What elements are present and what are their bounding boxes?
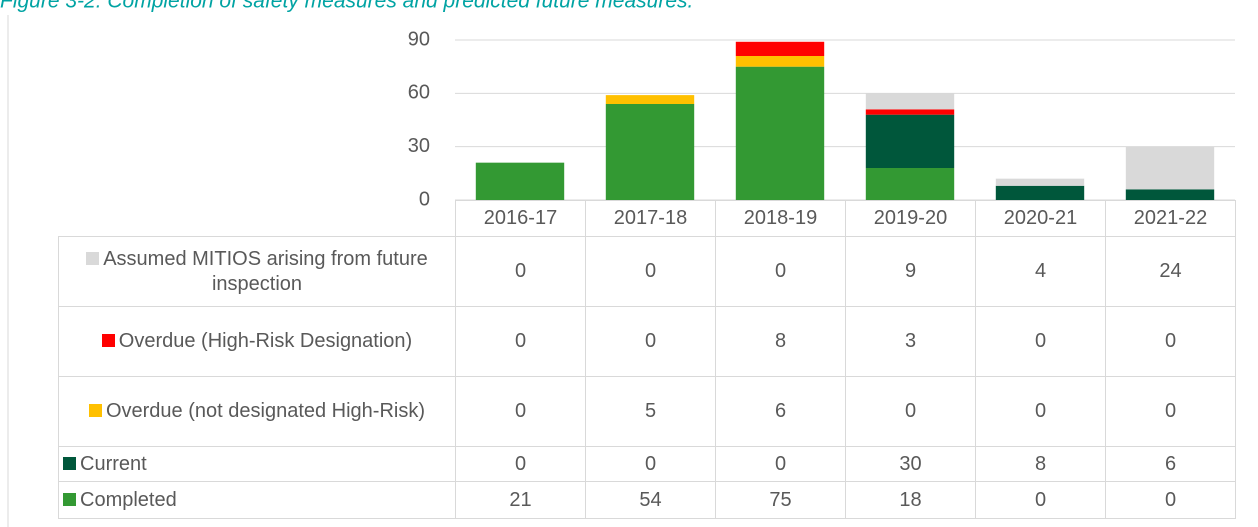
value-cell: 4 bbox=[975, 236, 1106, 307]
value-cell: 0 bbox=[715, 446, 846, 482]
value-cell: 0 bbox=[585, 446, 716, 482]
bar-segment bbox=[995, 185, 1085, 200]
value-cell: 0 bbox=[1105, 306, 1236, 377]
value-cell: 0 bbox=[845, 376, 976, 447]
y-tick-label: 30 bbox=[408, 135, 430, 157]
value-cell: 8 bbox=[715, 306, 846, 377]
value-cell: 0 bbox=[455, 236, 586, 307]
value-cell: 0 bbox=[975, 376, 1106, 447]
value-cell: 0 bbox=[585, 236, 716, 307]
category-label: 2017-18 bbox=[585, 200, 716, 237]
header-row: 2016-17 2017-18 2018-19 2019-20 2020-21 2021-… bbox=[59, 200, 1236, 237]
value-cell: 75 bbox=[715, 481, 846, 519]
value-cell: 0 bbox=[585, 306, 716, 377]
bar-segment bbox=[1125, 146, 1215, 190]
legend-cell: Current bbox=[58, 446, 456, 482]
data-row: Overdue (not designated High-Risk) 0 5 6 0 0 0 bbox=[58, 376, 1236, 447]
bar-segment bbox=[995, 178, 1085, 186]
data-row: Overdue (High-Risk Designation) 0 0 8 3 0 0 bbox=[58, 306, 1236, 377]
value-cell: 6 bbox=[1105, 446, 1236, 482]
category-label: 2019-20 bbox=[845, 200, 976, 237]
legend-label: Overdue (not designated High-Risk) bbox=[105, 400, 426, 422]
category-label: 2016-17 bbox=[455, 200, 586, 237]
bar-segment bbox=[735, 56, 825, 67]
legend-label: Assumed MITIOS arising from future inspe… bbox=[103, 247, 428, 295]
legend-cell: Overdue (not designated High-Risk) bbox=[58, 376, 456, 447]
data-row: Completed 21 54 75 18 0 0 bbox=[58, 481, 1236, 519]
bar-segment bbox=[605, 104, 695, 200]
value-cell: 3 bbox=[845, 306, 976, 377]
data-row: Current 0 0 0 30 8 6 bbox=[58, 446, 1236, 482]
category-label: 2020-21 bbox=[975, 200, 1106, 237]
y-tick-label: 0 bbox=[419, 188, 430, 210]
bar-segment bbox=[735, 41, 825, 56]
corner-cell bbox=[59, 201, 456, 237]
value-cell: 30 bbox=[845, 446, 976, 482]
value-cell: 0 bbox=[455, 376, 586, 447]
bar-segment bbox=[865, 93, 955, 110]
value-cell: 9 bbox=[845, 236, 976, 307]
legend-label: Completed bbox=[80, 488, 177, 511]
bar-segment bbox=[865, 109, 955, 115]
value-cell: 6 bbox=[715, 376, 846, 447]
value-cell: 18 bbox=[845, 481, 976, 519]
chart-title: Figure 3-2: Completion of safety measure… bbox=[0, 0, 693, 13]
bar-segment bbox=[865, 114, 955, 168]
value-cell: 0 bbox=[975, 306, 1106, 377]
legend-swatch bbox=[88, 404, 102, 417]
value-cell: 8 bbox=[975, 446, 1106, 482]
y-tick-label: 60 bbox=[408, 82, 430, 104]
value-cell: 0 bbox=[1105, 376, 1236, 447]
value-cell: 0 bbox=[1105, 481, 1236, 519]
data-table: 2016-17 2017-18 2018-19 2019-20 2020-21 2021-… bbox=[58, 200, 1236, 519]
bar-segment bbox=[735, 66, 825, 201]
legend-cell: Assumed MITIOS arising from future inspe… bbox=[58, 236, 456, 307]
legend-swatch bbox=[63, 492, 76, 506]
bar-segment bbox=[605, 95, 695, 104]
data-row: Assumed MITIOS arising from future inspe… bbox=[58, 236, 1236, 307]
value-cell: 0 bbox=[975, 481, 1106, 519]
legend-label: Current bbox=[80, 452, 147, 475]
legend-cell: Completed bbox=[58, 481, 456, 519]
category-label: 2021-22 bbox=[1105, 200, 1236, 237]
category-label: 2018-19 bbox=[715, 200, 846, 237]
value-cell: 5 bbox=[585, 376, 716, 447]
value-cell: 54 bbox=[585, 481, 716, 519]
value-cell: 0 bbox=[455, 446, 586, 482]
y-tick-label: 90 bbox=[408, 28, 430, 50]
legend-label: Overdue (High-Risk Designation) bbox=[118, 330, 413, 352]
legend-swatch bbox=[63, 456, 76, 470]
value-cell: 0 bbox=[715, 236, 846, 307]
legend-cell: Overdue (High-Risk Designation) bbox=[58, 306, 456, 377]
value-cell: 0 bbox=[455, 306, 586, 377]
legend-swatch bbox=[101, 334, 115, 347]
bar-segment bbox=[475, 162, 565, 200]
value-cell: 21 bbox=[455, 481, 586, 519]
bar-segment bbox=[865, 168, 955, 200]
value-cell: 24 bbox=[1105, 236, 1236, 307]
legend-swatch bbox=[86, 251, 100, 265]
bar-segment bbox=[1125, 189, 1215, 200]
